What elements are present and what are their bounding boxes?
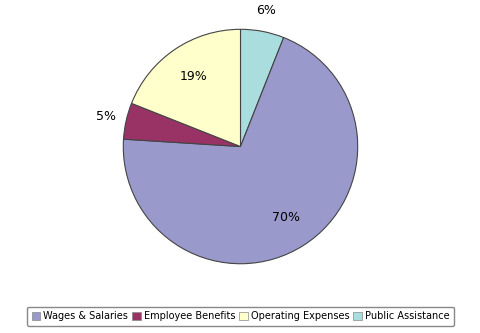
Legend: Wages & Salaries, Employee Benefits, Operating Expenses, Public Assistance: Wages & Salaries, Employee Benefits, Ope… <box>26 307 454 326</box>
Wedge shape <box>123 103 240 147</box>
Text: 19%: 19% <box>179 70 206 83</box>
Wedge shape <box>131 29 240 147</box>
Wedge shape <box>240 29 283 147</box>
Text: 70%: 70% <box>271 211 299 224</box>
Wedge shape <box>123 38 357 264</box>
Text: 6%: 6% <box>256 4 276 17</box>
Text: 5%: 5% <box>96 110 115 123</box>
